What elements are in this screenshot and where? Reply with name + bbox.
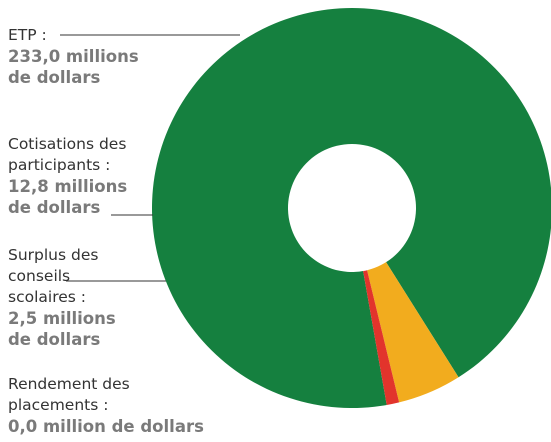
label-etp-title: ETP : (8, 26, 47, 44)
label-surplus-value: 2,5 millions (8, 309, 116, 328)
label-rendement-value: 0,0 million de dollars (8, 417, 204, 436)
slice-2 (363, 270, 400, 405)
label-etp-value: 233,0 millions (8, 47, 139, 66)
label-cotisations-value: 12,8 millions (8, 177, 128, 196)
label-cotisations-unit: de dollars (8, 198, 101, 217)
label-surplus-line1: Surplus des (8, 246, 99, 264)
label-cotisations-line1: Cotisations des (8, 135, 127, 153)
label-rendement-line1: Rendement des (8, 375, 130, 393)
label-rendement: Rendement des placements : 0,0 million d… (8, 374, 204, 437)
label-etp-unit: de dollars (8, 68, 101, 87)
label-cotisations: Cotisations des participants : 12,8 mill… (8, 134, 127, 218)
label-surplus-unit: de dollars (8, 330, 101, 349)
label-rendement-line2: placements : (8, 396, 109, 414)
slice-0 (152, 8, 551, 409)
label-surplus: Surplus des conseils scolaires : 2,5 mil… (8, 245, 116, 350)
label-surplus-line2: conseils (8, 267, 71, 285)
slice-1 (367, 262, 459, 403)
label-etp: ETP : 233,0 millions de dollars (8, 25, 139, 88)
label-cotisations-line2: participants : (8, 156, 111, 174)
label-surplus-line3: scolaires : (8, 288, 86, 306)
